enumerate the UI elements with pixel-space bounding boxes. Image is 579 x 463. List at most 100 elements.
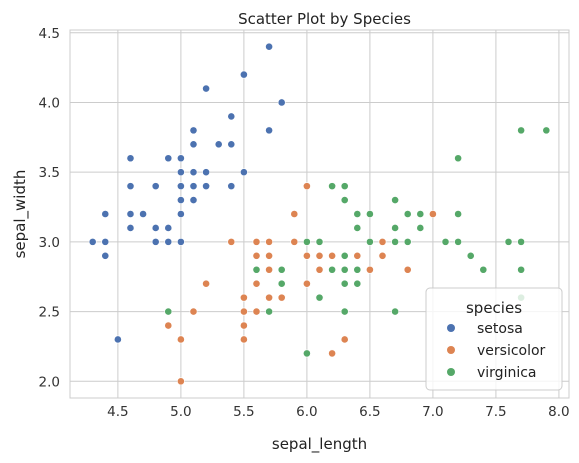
point-virginica bbox=[353, 224, 362, 232]
point-virginica bbox=[517, 126, 526, 135]
point-virginica bbox=[441, 237, 450, 246]
legend-items: setosa versicolor virginica bbox=[447, 321, 546, 381]
point-setosa bbox=[176, 168, 185, 177]
legend-marker-setosa bbox=[447, 324, 455, 332]
point-versicolor bbox=[265, 265, 273, 274]
y-tick-label: 3.5 bbox=[39, 165, 60, 181]
y-tick-label: 4.5 bbox=[39, 26, 60, 42]
legend-title: species bbox=[466, 299, 522, 317]
point-setosa bbox=[189, 196, 198, 204]
x-axis-label: sepal_length bbox=[272, 435, 367, 454]
point-virginica bbox=[340, 279, 349, 288]
point-versicolor bbox=[252, 237, 261, 246]
point-virginica bbox=[479, 265, 488, 274]
point-virginica bbox=[466, 251, 475, 260]
point-virginica bbox=[391, 196, 400, 204]
point-virginica bbox=[315, 237, 324, 246]
point-versicolor bbox=[176, 335, 185, 344]
point-versicolor bbox=[403, 265, 412, 274]
x-tick-label: 7.0 bbox=[422, 404, 443, 420]
plot-frame bbox=[69, 29, 570, 399]
point-setosa bbox=[151, 224, 160, 232]
legend-label-virginica: virginica bbox=[477, 365, 537, 381]
point-versicolor bbox=[265, 293, 273, 302]
point-setosa bbox=[101, 251, 110, 260]
point-setosa bbox=[113, 335, 122, 344]
point-setosa bbox=[164, 154, 173, 163]
x-tick-label: 6.0 bbox=[296, 404, 317, 420]
series-setosa bbox=[88, 42, 286, 344]
point-virginica bbox=[391, 307, 400, 316]
point-virginica bbox=[366, 237, 374, 246]
x-tick-label: 4.5 bbox=[107, 404, 128, 420]
point-setosa bbox=[151, 182, 160, 191]
y-tick-label: 3.0 bbox=[39, 235, 60, 251]
y-tick-label: 2.5 bbox=[39, 305, 60, 321]
point-versicolor bbox=[239, 335, 248, 344]
point-setosa bbox=[164, 237, 173, 246]
point-virginica bbox=[517, 265, 526, 274]
point-virginica bbox=[164, 307, 173, 316]
point-setosa bbox=[189, 140, 198, 149]
point-versicolor bbox=[290, 237, 299, 246]
y-axis-label: sepal_width bbox=[11, 170, 30, 259]
legend-marker-versicolor bbox=[447, 346, 455, 354]
point-setosa bbox=[265, 42, 273, 51]
legend-marker-virginica bbox=[447, 368, 455, 376]
point-virginica bbox=[403, 210, 412, 218]
legend: species setosa versicolor virginica bbox=[425, 287, 563, 391]
point-versicolor bbox=[265, 237, 273, 246]
point-setosa bbox=[164, 224, 173, 232]
point-virginica bbox=[340, 307, 349, 316]
point-versicolor bbox=[252, 251, 261, 260]
point-setosa bbox=[239, 70, 248, 79]
point-setosa bbox=[176, 182, 185, 191]
point-virginica bbox=[302, 349, 311, 358]
point-versicolor bbox=[252, 279, 261, 288]
point-versicolor bbox=[164, 321, 173, 330]
point-virginica bbox=[252, 265, 261, 274]
point-versicolor bbox=[265, 251, 273, 260]
point-setosa bbox=[88, 237, 97, 246]
x-tick-label: 7.5 bbox=[485, 404, 506, 420]
point-virginica bbox=[454, 210, 463, 218]
point-virginica bbox=[504, 237, 513, 246]
point-virginica bbox=[454, 237, 463, 246]
point-setosa bbox=[176, 210, 185, 218]
point-versicolor bbox=[227, 237, 236, 246]
point-versicolor bbox=[328, 251, 337, 260]
point-versicolor bbox=[176, 377, 185, 386]
point-virginica bbox=[340, 182, 349, 191]
point-versicolor bbox=[378, 237, 387, 246]
point-setosa bbox=[151, 237, 160, 246]
point-virginica bbox=[391, 237, 400, 246]
point-versicolor bbox=[429, 210, 437, 218]
point-versicolor bbox=[302, 182, 311, 191]
point-versicolor bbox=[290, 210, 299, 218]
point-virginica bbox=[353, 210, 362, 218]
point-virginica bbox=[517, 237, 526, 246]
point-versicolor bbox=[302, 279, 311, 288]
point-virginica bbox=[277, 279, 286, 288]
point-setosa bbox=[176, 196, 185, 204]
point-virginica bbox=[340, 196, 349, 204]
point-setosa bbox=[202, 168, 210, 177]
point-virginica bbox=[353, 279, 362, 288]
point-versicolor bbox=[189, 307, 198, 316]
x-tick-label: 6.5 bbox=[359, 404, 380, 420]
point-setosa bbox=[202, 84, 210, 93]
point-setosa bbox=[101, 237, 110, 246]
point-setosa bbox=[214, 140, 223, 149]
point-setosa bbox=[189, 182, 198, 191]
point-versicolor bbox=[239, 293, 248, 302]
tick-labels: 4.5 5.0 5.5 6.0 6.5 7.0 7.5 8.0 2.0 2.5 3.0 3.5 4.0 4… bbox=[39, 26, 570, 420]
point-virginica bbox=[277, 265, 286, 274]
point-setosa bbox=[189, 168, 198, 177]
point-versicolor bbox=[202, 279, 210, 288]
y-tick-label: 4.0 bbox=[39, 95, 60, 111]
point-versicolor bbox=[239, 321, 248, 330]
point-setosa bbox=[227, 112, 236, 121]
point-setosa bbox=[126, 154, 135, 163]
point-virginica bbox=[391, 224, 400, 232]
